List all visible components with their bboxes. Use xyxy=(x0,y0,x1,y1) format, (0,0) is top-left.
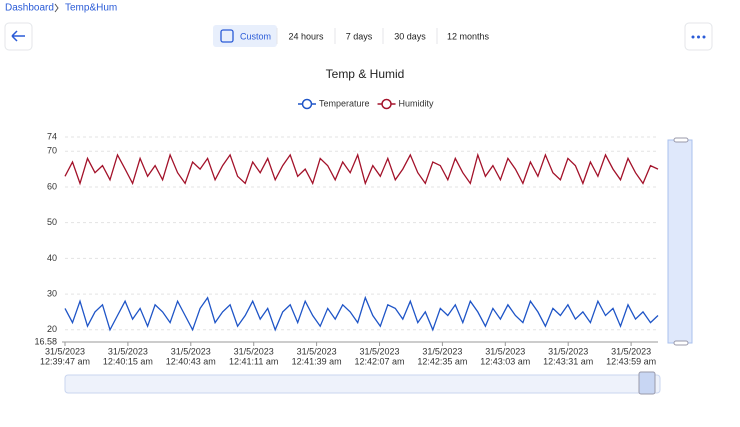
x-tick-label: 12:41:39 am xyxy=(292,356,342,366)
legend: Temperature Humidity xyxy=(298,98,435,110)
x-tick-label: 31/5/2023 xyxy=(45,346,85,356)
y-tick-label: 20 xyxy=(47,324,57,334)
tab-label: 7 days xyxy=(346,31,373,41)
y-tick-label: 16.58 xyxy=(34,336,57,346)
tab-label: 24 hours xyxy=(288,31,324,41)
x-zoom-slider[interactable] xyxy=(64,374,661,394)
x-tick-label: 31/5/2023 xyxy=(108,346,148,356)
legend-label[interactable]: Temperature xyxy=(319,98,370,108)
x-tick-label: 31/5/2023 xyxy=(548,346,588,356)
x-tick-label: 12:43:31 am xyxy=(543,356,593,366)
y-tick-label: 30 xyxy=(47,288,57,298)
x-tick-label: 12:43:03 am xyxy=(480,356,530,366)
y-tick-label: 74 xyxy=(47,131,57,141)
tab-label: Custom xyxy=(240,31,271,41)
x-zoom-handle[interactable] xyxy=(638,371,656,395)
breadcrumb-current[interactable]: Temp&Hum xyxy=(65,3,117,14)
x-tick-label: 12:42:07 am xyxy=(354,356,404,366)
breadcrumb-separator xyxy=(54,3,59,13)
x-tick-label: 12:40:43 am xyxy=(166,356,216,366)
y-zoom-handle[interactable] xyxy=(673,137,689,143)
y-tick-label: 50 xyxy=(47,217,57,227)
x-tick-label: 31/5/2023 xyxy=(611,346,651,356)
y-zoom-slider[interactable] xyxy=(667,139,693,344)
x-tick-label: 31/5/2023 xyxy=(297,346,337,356)
tab[interactable] xyxy=(383,25,437,47)
x-tick-label: 31/5/2023 xyxy=(171,346,211,356)
x-tick-label: 31/5/2023 xyxy=(234,346,274,356)
y-zoom-handle[interactable] xyxy=(673,340,689,346)
y-tick-label: 70 xyxy=(47,146,57,156)
legend-label[interactable]: Humidity xyxy=(399,98,435,108)
tab-label: 30 days xyxy=(394,31,426,41)
back-icon xyxy=(11,30,25,42)
menu-icon xyxy=(691,35,706,39)
legend-marker xyxy=(301,98,313,110)
series-line xyxy=(64,295,659,332)
series-line xyxy=(64,152,659,186)
tab-bar: Custom 24 hours 7 days 30 days 12 months xyxy=(213,25,499,47)
tab[interactable] xyxy=(277,25,335,47)
x-tick-label: 12:39:47 am xyxy=(40,356,90,366)
legend-marker xyxy=(381,98,392,110)
x-tick-label: 12:43:59 am xyxy=(606,356,656,366)
x-tick-label: 12:41:11 am xyxy=(229,356,278,366)
x-tick-label: 31/5/2023 xyxy=(359,346,399,356)
tab[interactable] xyxy=(437,25,499,47)
calendar-icon xyxy=(220,29,234,43)
chart-title: Temp & Humid xyxy=(326,67,405,81)
breadcrumb-link[interactable]: Dashboard xyxy=(5,3,54,14)
tab-label: 12 months xyxy=(447,31,490,41)
x-tick-label: 12:42:35 am xyxy=(417,356,467,366)
x-tick-label: 31/5/2023 xyxy=(422,346,462,356)
y-tick-label: 40 xyxy=(47,253,57,263)
y-tick-label: 60 xyxy=(47,181,57,191)
tab[interactable] xyxy=(335,25,383,47)
x-tick-label: 12:40:15 am xyxy=(103,356,153,366)
x-tick-label: 31/5/2023 xyxy=(485,346,525,356)
